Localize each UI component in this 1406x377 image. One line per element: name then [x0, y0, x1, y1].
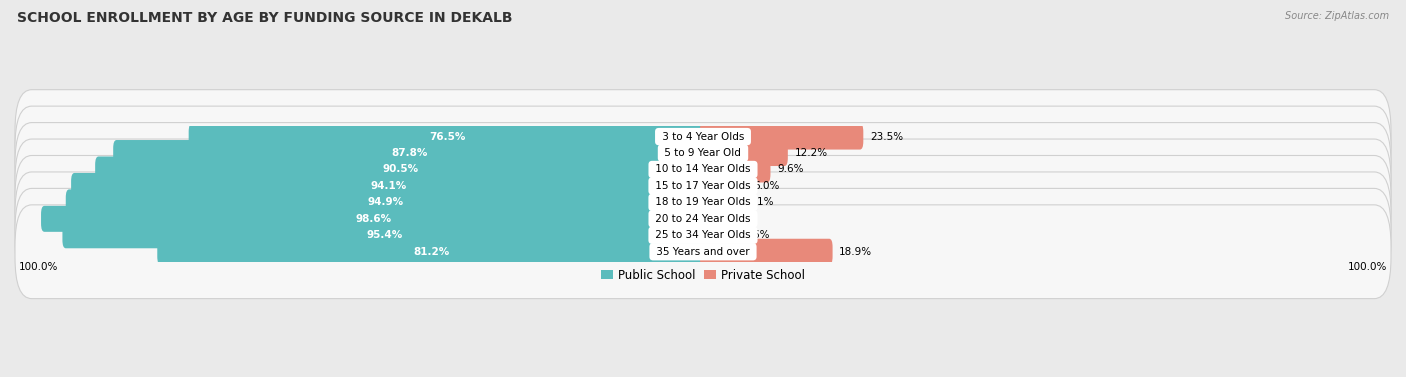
Text: 23.5%: 23.5%	[870, 132, 903, 142]
Text: 100.0%: 100.0%	[18, 262, 58, 273]
Text: 20 to 24 Year Olds: 20 to 24 Year Olds	[652, 214, 754, 224]
FancyBboxPatch shape	[96, 156, 706, 182]
Text: 35 Years and over: 35 Years and over	[652, 247, 754, 257]
FancyBboxPatch shape	[700, 140, 787, 166]
Text: 12.2%: 12.2%	[794, 148, 828, 158]
FancyBboxPatch shape	[15, 188, 1391, 282]
FancyBboxPatch shape	[15, 172, 1391, 266]
Text: 3 to 4 Year Olds: 3 to 4 Year Olds	[658, 132, 748, 142]
FancyBboxPatch shape	[15, 139, 1391, 233]
FancyBboxPatch shape	[62, 222, 706, 248]
Text: 90.5%: 90.5%	[382, 164, 419, 175]
FancyBboxPatch shape	[15, 205, 1391, 299]
Text: 1.4%: 1.4%	[723, 214, 749, 224]
Text: 5 to 9 Year Old: 5 to 9 Year Old	[661, 148, 745, 158]
FancyBboxPatch shape	[700, 189, 741, 215]
Text: 94.1%: 94.1%	[371, 181, 406, 191]
FancyBboxPatch shape	[700, 239, 832, 265]
Text: 9.6%: 9.6%	[778, 164, 804, 175]
Text: 100.0%: 100.0%	[1348, 262, 1388, 273]
Text: Source: ZipAtlas.com: Source: ZipAtlas.com	[1285, 11, 1389, 21]
FancyBboxPatch shape	[66, 189, 706, 215]
Text: 18.9%: 18.9%	[839, 247, 872, 257]
Text: 5.1%: 5.1%	[747, 198, 773, 207]
FancyBboxPatch shape	[15, 106, 1391, 200]
Text: 4.6%: 4.6%	[744, 230, 770, 240]
FancyBboxPatch shape	[700, 222, 737, 248]
FancyBboxPatch shape	[700, 156, 770, 182]
FancyBboxPatch shape	[157, 239, 706, 265]
FancyBboxPatch shape	[41, 206, 706, 232]
Text: 25 to 34 Year Olds: 25 to 34 Year Olds	[652, 230, 754, 240]
Text: 81.2%: 81.2%	[413, 247, 450, 257]
Text: 98.6%: 98.6%	[356, 214, 392, 224]
Text: SCHOOL ENROLLMENT BY AGE BY FUNDING SOURCE IN DEKALB: SCHOOL ENROLLMENT BY AGE BY FUNDING SOUR…	[17, 11, 512, 25]
FancyBboxPatch shape	[15, 90, 1391, 184]
FancyBboxPatch shape	[700, 124, 863, 150]
FancyBboxPatch shape	[188, 124, 706, 150]
FancyBboxPatch shape	[700, 173, 747, 199]
FancyBboxPatch shape	[15, 155, 1391, 249]
Text: 95.4%: 95.4%	[366, 230, 402, 240]
Text: 6.0%: 6.0%	[754, 181, 779, 191]
Text: 18 to 19 Year Olds: 18 to 19 Year Olds	[652, 198, 754, 207]
FancyBboxPatch shape	[114, 140, 706, 166]
FancyBboxPatch shape	[15, 123, 1391, 216]
Legend: Public School, Private School: Public School, Private School	[596, 264, 810, 287]
Text: 15 to 17 Year Olds: 15 to 17 Year Olds	[652, 181, 754, 191]
Text: 87.8%: 87.8%	[392, 148, 427, 158]
Text: 10 to 14 Year Olds: 10 to 14 Year Olds	[652, 164, 754, 175]
FancyBboxPatch shape	[700, 206, 716, 232]
Text: 94.9%: 94.9%	[368, 198, 404, 207]
FancyBboxPatch shape	[72, 173, 706, 199]
Text: 76.5%: 76.5%	[429, 132, 465, 142]
